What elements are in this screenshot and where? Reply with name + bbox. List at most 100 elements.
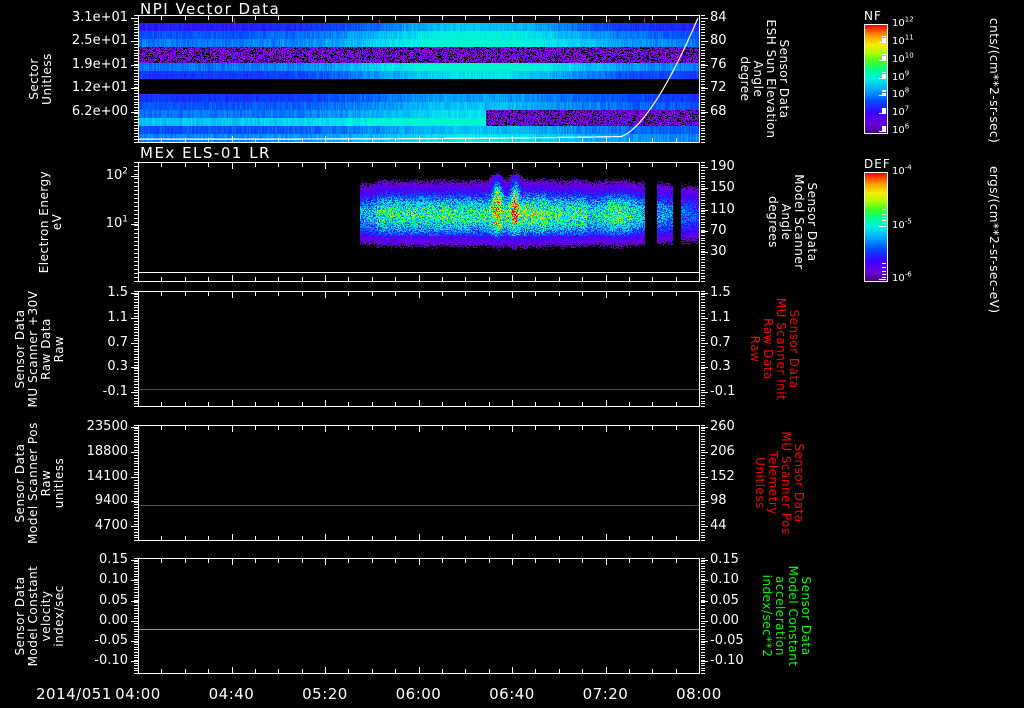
x-tick-label-5: 07:20 bbox=[582, 685, 629, 703]
panel-2-ylabel-right-0: 190 bbox=[710, 159, 735, 174]
panel-2-left-title-line-1: eV bbox=[50, 213, 64, 231]
panel-1-title: NPI Vector Data bbox=[140, 0, 281, 18]
panel-4-ylabel-right-0: 260 bbox=[710, 419, 735, 434]
panel-4-ylabel-left-0: 23500 bbox=[86, 419, 128, 434]
x-tick-label-4: 06:40 bbox=[489, 685, 535, 703]
panel-2-ylabel-right-1: 150 bbox=[710, 180, 735, 195]
panel-1-ylabel-left-3: 1.2e+01 bbox=[71, 80, 128, 95]
panel-1-ylabel-right-2: 76 bbox=[710, 57, 727, 72]
panel-1-ylabel-right-4: 68 bbox=[710, 104, 727, 119]
x-axis-date: 2014/051 bbox=[36, 685, 112, 703]
colorbar-1-tick-mark-2 bbox=[879, 60, 886, 61]
colorbar-2-tick-mark-0 bbox=[879, 172, 886, 173]
panel-2-ylabel-right-4: 30 bbox=[710, 244, 727, 259]
panel-3-right-title-line-3: Raw bbox=[748, 335, 762, 363]
panel-3-ylabel-left-1: 1.1 bbox=[107, 310, 128, 325]
panel-5-ylabel-right-3: 0.00 bbox=[710, 613, 739, 628]
panel-4-right-title-line-1: MU Scanner Pos bbox=[779, 431, 793, 535]
panel-3-right-title-line-2: Raw Data bbox=[761, 318, 775, 380]
colorbar-2-tick-mark-1 bbox=[879, 226, 886, 227]
panel-5-y-ticks-left bbox=[131, 558, 138, 674]
colorbar-1-label: NF bbox=[864, 9, 882, 23]
panel-1-x-ticks-bottom bbox=[138, 136, 700, 142]
panel-3-x-ticks-top bbox=[138, 292, 700, 298]
panel-2-ylabel-left-1: 101 bbox=[105, 214, 128, 231]
panel-3-trace bbox=[139, 389, 699, 390]
panel-5-right-title-line-3: index/sec**2 bbox=[760, 574, 774, 658]
colorbar-1-tick-label-0: 1012 bbox=[892, 15, 914, 29]
panel-2-ylabel-right-2: 110 bbox=[710, 202, 735, 217]
panel-5-ylabel-right-0: 0.15 bbox=[710, 552, 739, 567]
panel-4-x-ticks-bottom bbox=[138, 534, 700, 540]
panel-4-ylabel-right-2: 152 bbox=[710, 469, 735, 484]
panel-3-y-ticks-left bbox=[131, 291, 138, 407]
panel-4-right-title-line-3: Unitless bbox=[753, 457, 767, 509]
colorbar-1-tick-label-1: 1011 bbox=[892, 33, 914, 47]
panel-4-ylabel-left-2: 14100 bbox=[86, 469, 128, 484]
colorbar-2-gradient bbox=[865, 173, 887, 281]
panel-4-right-title-line-0: Sensor Data bbox=[792, 443, 806, 523]
colorbar-1-tick-mark-1 bbox=[879, 42, 886, 43]
colorbar-2-tick-label-0: 10-4 bbox=[892, 163, 912, 177]
colorbar-1-tick-mark-6 bbox=[879, 131, 886, 132]
panel-5-trace bbox=[139, 629, 699, 630]
colorbar-1 bbox=[864, 24, 888, 134]
panel-3-ylabel-left-0: 1.5 bbox=[107, 285, 128, 300]
panel-1-spectrogram bbox=[139, 16, 699, 142]
panel-2-x-ticks-top bbox=[138, 163, 700, 169]
panel-5-ylabel-left-2: 0.05 bbox=[99, 593, 128, 608]
panel-5-ylabel-right-5: -0.10 bbox=[710, 653, 744, 668]
colorbar-1-tick-label-5: 107 bbox=[892, 104, 910, 118]
panel-3-ylabel-left-2: 0.7 bbox=[107, 335, 128, 350]
panel-5-y-ticks-right bbox=[701, 558, 708, 674]
panel-3-ylabel-right-3: 0.3 bbox=[710, 359, 731, 374]
panel-4-ylabel-right-4: 44 bbox=[710, 518, 727, 533]
x-tick-label-0: 04:00 bbox=[115, 685, 161, 703]
panel-3-ylabel-right-1: 1.1 bbox=[710, 310, 731, 325]
panel-1-x-ticks-top bbox=[138, 16, 700, 22]
colorbar-1-tick-mark-5 bbox=[879, 113, 886, 114]
panel-5-x-ticks-top bbox=[138, 559, 700, 565]
panel-2-right-title-line-3: degrees bbox=[766, 196, 780, 248]
panel-1-ylabel-left-2: 1.9e+01 bbox=[71, 57, 128, 72]
panel-5-ylabel-left-0: 0.15 bbox=[99, 552, 128, 567]
panel-4-ylabel-right-1: 206 bbox=[710, 444, 735, 459]
panel-1-left-title-line-1: Unitless bbox=[40, 53, 54, 105]
colorbar-2-tick-label-2: 10-6 bbox=[892, 270, 912, 284]
colorbar-1-tick-label-2: 1010 bbox=[892, 51, 914, 65]
panel-2-spectrogram bbox=[139, 163, 699, 281]
panel-2-y-ticks-left bbox=[131, 162, 138, 282]
panel-2-ylabel-left-0: 102 bbox=[105, 166, 128, 183]
panel-5-ylabel-left-4: -0.05 bbox=[94, 633, 128, 648]
colorbar-1-gradient bbox=[865, 25, 887, 133]
panel-4-ylabel-right-3: 98 bbox=[710, 493, 727, 508]
panel-2-right-title-line-1: Model Scanner bbox=[792, 174, 806, 270]
panel-4-frame bbox=[138, 425, 700, 541]
panel-5-right-title-line-0: Sensor Data bbox=[799, 576, 813, 656]
panel-1-y-ticks-left bbox=[131, 15, 138, 143]
panel-3-ylabel-right-2: 0.7 bbox=[710, 335, 731, 350]
panel-5-ylabel-right-1: 0.10 bbox=[710, 572, 739, 587]
panel-5-ylabel-left-1: 0.10 bbox=[99, 572, 128, 587]
panel-5-ylabel-right-2: 0.05 bbox=[710, 593, 739, 608]
x-tick-label-1: 04:40 bbox=[208, 685, 255, 703]
panel-4-ylabel-left-3: 9400 bbox=[94, 493, 128, 508]
panel-2-ylabel-right-3: 70 bbox=[710, 223, 727, 238]
colorbar-2-label: DEF bbox=[864, 157, 891, 171]
panel-3-left-title-line-3: Raw bbox=[52, 335, 66, 363]
panel-1-frame bbox=[138, 15, 700, 143]
panel-1-ylabel-left-4: 6.2e+00 bbox=[71, 104, 128, 119]
panel-3-ylabel-right-4: -0.1 bbox=[710, 384, 736, 399]
panel-4-right-title-line-2: Telemetry bbox=[766, 451, 780, 515]
panel-3-x-ticks-bottom bbox=[138, 400, 700, 406]
panel-4-trace bbox=[139, 505, 699, 506]
colorbar-2-tick-label-1: 10-5 bbox=[892, 217, 912, 231]
panel-1-ylabel-left-0: 3.1e+01 bbox=[71, 10, 128, 25]
panel-2-x-ticks-bottom bbox=[138, 275, 700, 281]
panel-3-frame bbox=[138, 291, 700, 407]
panel-3-ylabel-left-4: -0.1 bbox=[102, 384, 128, 399]
panel-1-y-ticks-right bbox=[701, 15, 708, 143]
panel-4-y-ticks-left bbox=[131, 425, 138, 541]
colorbar-1-tick-label-4: 108 bbox=[892, 86, 910, 100]
panel-1-ylabel-right-1: 80 bbox=[710, 33, 727, 48]
